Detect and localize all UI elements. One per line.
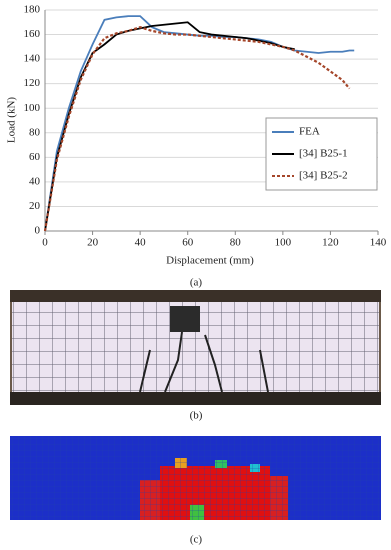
y-tick-label: 60 <box>29 151 41 163</box>
y-tick-label: 80 <box>29 126 41 138</box>
caption: (c) <box>190 534 203 546</box>
x-tick-label: 0 <box>42 237 48 249</box>
x-tick-label: 80 <box>230 237 242 249</box>
x-tick-label: 20 <box>87 237 99 249</box>
y-tick-label: 0 <box>35 225 41 237</box>
x-tick-label: 60 <box>182 237 194 249</box>
caption: (a) <box>190 277 203 289</box>
y-tick-label: 100 <box>24 102 41 114</box>
x-axis-label: Displacement (mm) <box>166 255 254 267</box>
legend-label: [34] B25-2 <box>299 170 348 182</box>
specimen-photo <box>10 290 381 405</box>
y-tick-label: 160 <box>24 28 41 40</box>
y-tick-label: 120 <box>24 77 41 89</box>
x-tick-label: 140 <box>370 237 387 249</box>
legend-label: FEA <box>299 126 320 138</box>
fe-contour <box>10 436 381 520</box>
y-tick-label: 180 <box>24 4 41 16</box>
x-tick-label: 100 <box>275 237 292 249</box>
y-axis-label: Load (kN) <box>6 97 18 143</box>
legend-label: [34] B25-1 <box>299 148 348 160</box>
x-tick-label: 40 <box>135 237 147 249</box>
caption: (b) <box>190 410 203 422</box>
x-tick-label: 120 <box>322 237 339 249</box>
y-tick-label: 20 <box>29 200 41 212</box>
y-tick-label: 140 <box>24 53 41 65</box>
series-line <box>43 26 351 232</box>
series-line <box>44 21 295 232</box>
y-tick-label: 40 <box>29 175 41 187</box>
